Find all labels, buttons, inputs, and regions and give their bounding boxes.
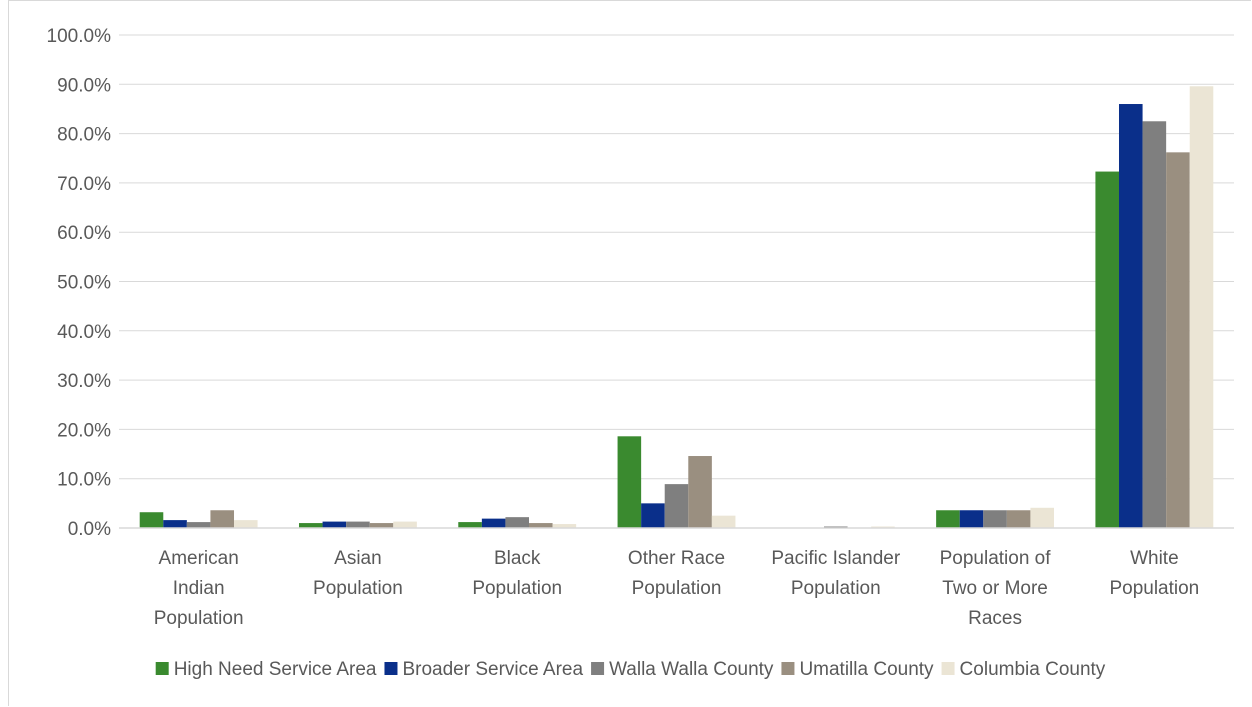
y-tick-label: 70.0%: [57, 174, 111, 195]
legend-swatch: [155, 662, 169, 675]
bars: [139, 86, 1214, 529]
bar: [688, 456, 712, 528]
y-tick-label: 20.0%: [57, 420, 111, 441]
y-axis-tick-labels: 0.0% 10.0% 20.0% 30.0% 40.0% 50.0% 60.0% 70.0% 8…: [47, 26, 112, 540]
bar-chart: 0.0% 10.0% 20.0% 30.0% 40.0% 50.0% 60.0% 70.0% 8…: [47, 26, 1234, 680]
bar: [346, 521, 370, 528]
y-tick-label: 60.0%: [57, 223, 111, 244]
x-category-label: Other Race Population: [628, 548, 725, 599]
legend-label: Umatilla County: [799, 659, 934, 680]
y-tick-label: 0.0%: [68, 519, 111, 540]
legend-label: Walla Walla County: [609, 659, 774, 680]
legend-swatch: [591, 662, 605, 675]
bar: [1030, 507, 1055, 528]
bar: [936, 510, 960, 528]
bar: [711, 515, 736, 528]
bar: [369, 523, 394, 528]
x-category-label: Black Population: [472, 548, 562, 599]
y-tick-label: 100.0%: [47, 26, 112, 47]
bar: [210, 510, 235, 528]
legend-label: Columbia County: [960, 659, 1106, 680]
bar: [163, 520, 187, 528]
bar: [1142, 121, 1167, 529]
bar: [186, 522, 211, 528]
bar: [505, 517, 530, 528]
bar: [664, 484, 689, 528]
bar: [529, 523, 553, 528]
y-tick-label: 40.0%: [57, 322, 111, 343]
bar: [983, 510, 1007, 528]
bar: [617, 436, 642, 528]
bar: [1189, 86, 1214, 528]
bar: [458, 522, 482, 528]
x-category-label: Asian Population: [313, 548, 403, 599]
legend-item: Umatilla County: [781, 659, 934, 680]
bar: [1006, 510, 1031, 528]
bar: [139, 512, 164, 528]
bar: [481, 518, 506, 528]
x-category-label: Pacific Islander Population: [771, 548, 901, 599]
y-tick-label: 90.0%: [57, 75, 111, 96]
y-tick-label: 50.0%: [57, 273, 111, 294]
legend-item: Broader Service Area: [384, 659, 584, 680]
x-axis-category-labels: American Indian Population Asian Population B…: [154, 548, 1200, 629]
bar: [298, 523, 323, 528]
bar: [1095, 171, 1119, 528]
legend-label: High Need Service Area: [174, 659, 377, 680]
bar: [552, 524, 577, 528]
bar: [1118, 104, 1143, 529]
y-tick-label: 80.0%: [57, 125, 111, 146]
bar: [393, 521, 417, 528]
chart-frame: 0.0% 10.0% 20.0% 30.0% 40.0% 50.0% 60.0% 70.0% 8…: [8, 0, 1251, 706]
legend-label: Broader Service Area: [402, 659, 583, 680]
y-tick-label: 10.0%: [57, 470, 111, 491]
bar: [959, 510, 984, 528]
x-category-label: White Population: [1109, 548, 1199, 599]
gridlines: [119, 34, 1234, 480]
legend-swatch: [781, 662, 795, 675]
bar: [1166, 152, 1190, 529]
bar: [234, 520, 258, 528]
legend-swatch: [384, 662, 398, 675]
bar: [641, 503, 665, 528]
legend-item: Columbia County: [941, 659, 1106, 680]
legend-item: Walla Walla County: [591, 659, 774, 680]
y-tick-label: 30.0%: [57, 371, 111, 392]
x-category-label: American Indian Population: [154, 548, 244, 629]
bar: [322, 521, 347, 528]
x-category-label: Population of Two or More Races: [940, 548, 1052, 629]
legend: High Need Service Area Broader Service Ar…: [155, 659, 1106, 680]
legend-swatch: [941, 662, 955, 675]
legend-item: High Need Service Area: [155, 659, 377, 680]
